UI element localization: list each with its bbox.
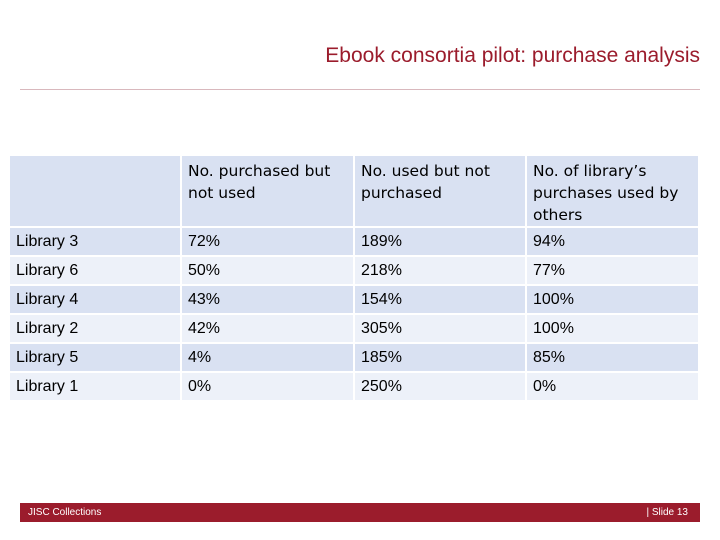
cell-purchased-not-used: 4% xyxy=(182,344,355,373)
table-row: Library 5 4% 185% 85% xyxy=(10,344,698,373)
cell-purchases-used-by-others: 100% xyxy=(527,315,698,344)
title-divider xyxy=(20,89,700,90)
cell-used-not-purchased: 189% xyxy=(355,228,527,257)
cell-used-not-purchased: 305% xyxy=(355,315,527,344)
cell-used-not-purchased: 218% xyxy=(355,257,527,286)
cell-purchases-used-by-others: 77% xyxy=(527,257,698,286)
cell-used-not-purchased: 250% xyxy=(355,373,527,402)
table-row: Library 4 43% 154% 100% xyxy=(10,286,698,315)
cell-library: Library 5 xyxy=(10,344,182,373)
cell-purchased-not-used: 72% xyxy=(182,228,355,257)
cell-purchased-not-used: 43% xyxy=(182,286,355,315)
purchase-analysis-table: No. purchased but not used No. used but … xyxy=(10,156,698,402)
header-purchased-not-used: No. purchased but not used xyxy=(182,156,355,228)
cell-library: Library 1 xyxy=(10,373,182,402)
table-row: Library 6 50% 218% 77% xyxy=(10,257,698,286)
cell-library: Library 6 xyxy=(10,257,182,286)
table-header-row: No. purchased but not used No. used but … xyxy=(10,156,698,228)
cell-purchases-used-by-others: 0% xyxy=(527,373,698,402)
cell-purchased-not-used: 42% xyxy=(182,315,355,344)
footer-organization: JISC Collections xyxy=(28,507,102,518)
cell-library: Library 3 xyxy=(10,228,182,257)
table-row: Library 1 0% 250% 0% xyxy=(10,373,698,402)
cell-purchases-used-by-others: 85% xyxy=(527,344,698,373)
cell-purchased-not-used: 0% xyxy=(182,373,355,402)
cell-library: Library 2 xyxy=(10,315,182,344)
header-used-not-purchased: No. used but not purchased xyxy=(355,156,527,228)
cell-used-not-purchased: 154% xyxy=(355,286,527,315)
table-row: Library 2 42% 305% 100% xyxy=(10,315,698,344)
header-library xyxy=(10,156,182,228)
cell-purchases-used-by-others: 100% xyxy=(527,286,698,315)
cell-library: Library 4 xyxy=(10,286,182,315)
cell-purchased-not-used: 50% xyxy=(182,257,355,286)
cell-purchases-used-by-others: 94% xyxy=(527,228,698,257)
table-row: Library 3 72% 189% 94% xyxy=(10,228,698,257)
cell-used-not-purchased: 185% xyxy=(355,344,527,373)
slide-title: Ebook consortia pilot: purchase analysis xyxy=(325,44,700,67)
footer-bar: JISC Collections | Slide 13 xyxy=(20,503,700,522)
header-purchases-used-by-others: No. of library’s purchases used by other… xyxy=(527,156,698,228)
slide-number: | Slide 13 xyxy=(646,507,688,518)
